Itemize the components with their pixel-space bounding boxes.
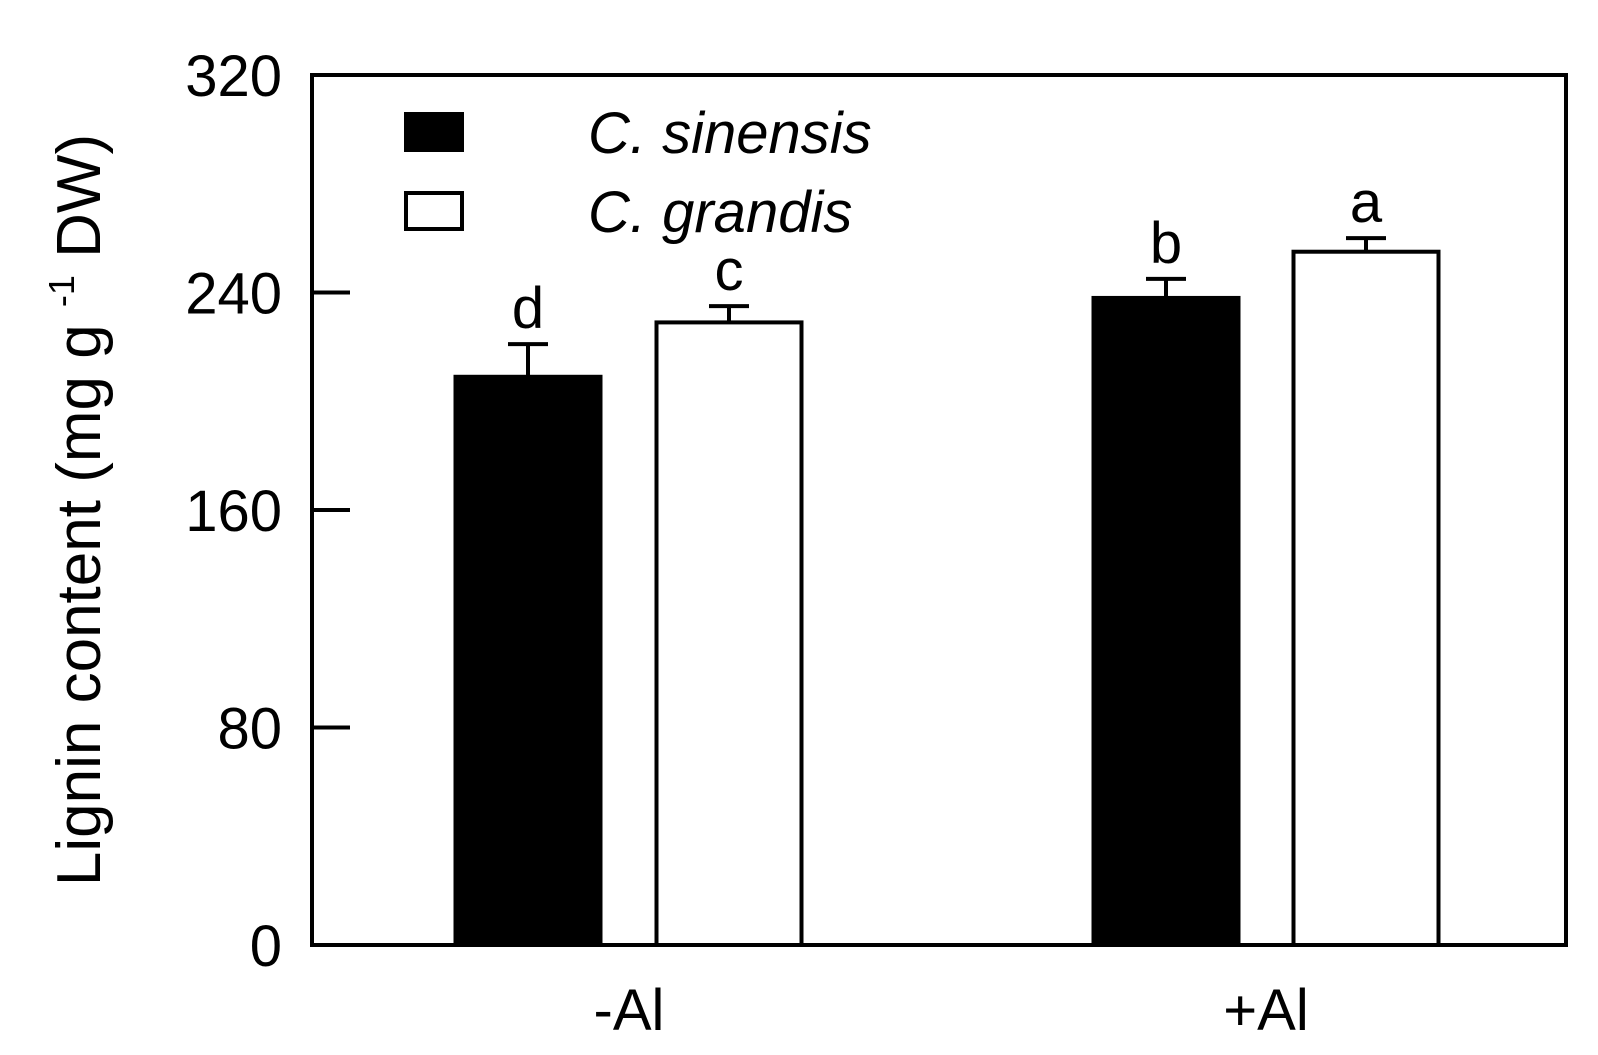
x-category-label: +Al <box>1223 978 1308 1043</box>
legend-swatch <box>404 112 464 152</box>
y-tick-label: 0 <box>250 914 282 979</box>
legend: C. sinensis C. grandis <box>404 101 872 245</box>
y-axis-label-prefix: Lignin content (mg g <box>45 324 114 886</box>
x-category-label: -Al <box>594 978 665 1043</box>
bars-layer <box>453 249 1441 947</box>
x-axis-category-labels: -Al +Al <box>594 978 1309 1043</box>
svg-text:Lignin content (mg g -1: Lignin content (mg g -1 DW) <box>19 134 114 886</box>
y-axis-label-suffix: DW) <box>45 134 114 258</box>
y-axis-label: Lignin content (mg g -1 DW) <box>19 134 114 886</box>
bar <box>453 374 603 947</box>
y-tick-label: 320 <box>185 44 282 109</box>
significance-label: d <box>512 276 544 341</box>
significance-labels-layer: d c b a <box>512 170 1383 341</box>
y-axis-label-superscript: -1 <box>41 275 82 307</box>
error-bars-layer <box>508 236 1386 377</box>
significance-label: a <box>1350 170 1383 235</box>
bar <box>1291 249 1441 947</box>
y-tick-label: 80 <box>217 697 282 762</box>
significance-label: c <box>715 238 744 303</box>
legend-label: C. grandis <box>588 180 852 245</box>
legend-swatch <box>404 191 464 231</box>
y-tick-label: 160 <box>185 479 282 544</box>
bar <box>654 320 804 947</box>
y-tick-label: 240 <box>185 262 282 327</box>
legend-label: C. sinensis <box>588 101 872 166</box>
y-axis-ticks: 0 80 160 240 320 <box>185 44 350 979</box>
bar <box>1091 295 1241 947</box>
significance-label: b <box>1150 211 1182 276</box>
